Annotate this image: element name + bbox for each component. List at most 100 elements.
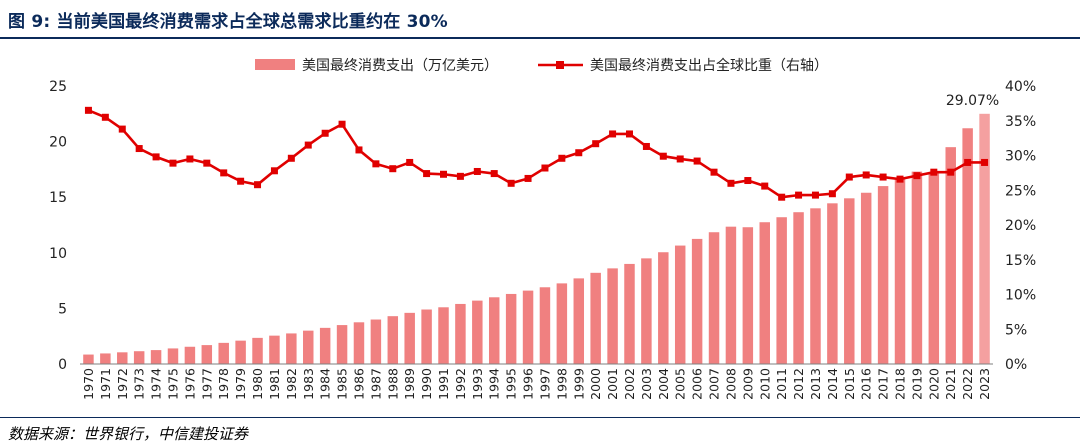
share-marker-2012 — [795, 191, 803, 199]
share-marker-1989 — [406, 158, 414, 166]
share-marker-2007 — [710, 168, 718, 176]
share-marker-1999 — [575, 149, 583, 157]
share-marker-2015 — [845, 173, 853, 181]
share-marker-1984 — [321, 129, 329, 137]
x-tick-label: 1987 — [368, 368, 383, 400]
bar-2019 — [911, 171, 923, 364]
x-tick-label: 2005 — [673, 368, 688, 400]
x-tick-label: 1997 — [537, 368, 552, 400]
share-marker-1974 — [152, 153, 160, 161]
y-right-tick-label: 20% — [1005, 218, 1036, 234]
share-marker-2010 — [761, 182, 769, 190]
x-tick-label: 2017 — [876, 368, 891, 400]
x-tick-label: 2018 — [893, 368, 908, 400]
y-right-tick-label: 15% — [1005, 253, 1036, 269]
share-marker-1992 — [456, 172, 464, 180]
x-axis: 1970 1971 1972 1973 1974 1975 1976 1977 1978 1979… — [80, 363, 993, 400]
bar-2012 — [793, 212, 804, 364]
bar-2023 — [979, 113, 990, 364]
legend-label-consumption: 美国最终消费支出（万亿美元） — [302, 58, 498, 74]
share-marker-1993 — [473, 167, 481, 175]
x-tick-label: 1976 — [182, 368, 197, 400]
share-marker-1987 — [372, 160, 380, 168]
x-tick-label: 1988 — [385, 368, 400, 400]
share-marker-1972 — [118, 125, 126, 133]
bar-2014 — [827, 203, 838, 364]
x-tick-label: 2010 — [757, 368, 772, 400]
x-tick-label: 1977 — [199, 368, 214, 400]
bar-2018 — [894, 178, 906, 364]
bar-1984 — [319, 327, 331, 364]
x-tick-label: 1993 — [470, 368, 485, 400]
last-value-annotation: 29.07% — [946, 93, 999, 109]
bar-2016 — [860, 192, 872, 364]
share-marker-1988 — [389, 165, 397, 173]
x-tick-label: 1978 — [216, 368, 231, 400]
bar-1973 — [133, 351, 145, 364]
x-tick-label: 2023 — [977, 368, 992, 400]
share-marker-1982 — [287, 154, 295, 162]
bar-2009 — [742, 227, 754, 364]
share-marker-1981 — [270, 167, 278, 175]
y-left-tick-label: 5 — [58, 301, 67, 317]
share-marker-1970 — [84, 106, 92, 114]
x-tick-label: 1971 — [98, 368, 113, 400]
bar-1999 — [573, 278, 585, 364]
x-tick-label: 1970 — [81, 368, 96, 400]
x-tick-label: 2007 — [707, 368, 722, 400]
y-axis-left: 0 5 10 15 20 25 — [49, 79, 67, 373]
x-tick-label: 2012 — [791, 368, 806, 400]
x-tick-label: 2000 — [588, 368, 603, 400]
y-left-tick-label: 15 — [49, 190, 67, 206]
share-marker-2017 — [879, 173, 887, 181]
x-tick-label: 1983 — [301, 368, 316, 400]
bar-1987 — [370, 319, 382, 364]
bar-2013 — [810, 208, 821, 364]
x-tick-label: 1995 — [504, 368, 519, 400]
chart: 美国最终消费支出（万亿美元） 美国最终消费支出占全球比重（右轴） 0 5 10 15 2… — [49, 57, 1036, 400]
x-tick-label: 1980 — [250, 368, 265, 400]
share-marker-2006 — [693, 157, 701, 165]
bar-2022 — [962, 128, 973, 364]
share-marker-1994 — [490, 170, 498, 178]
x-tick-label: 1996 — [521, 368, 536, 400]
x-tick-label: 1973 — [132, 368, 147, 400]
x-tick-label: 2003 — [639, 368, 654, 400]
share-marker-2008 — [727, 179, 735, 187]
bar-1991 — [438, 307, 449, 364]
x-tick-label: 2021 — [943, 368, 958, 400]
bar-1988 — [387, 316, 399, 364]
bar-2005 — [674, 245, 686, 364]
share-marker-1986 — [355, 146, 363, 154]
bar-1975 — [167, 348, 179, 364]
x-tick-label: 2002 — [622, 368, 637, 400]
legend-marker-share — [556, 61, 564, 69]
bar-2021 — [945, 147, 956, 364]
x-tick-label: 1994 — [487, 368, 502, 400]
x-tick-label: 1989 — [402, 368, 417, 400]
y-left-tick-label: 20 — [49, 135, 67, 151]
share-marker-2003 — [642, 142, 650, 150]
x-tick-label: 2006 — [690, 368, 705, 400]
y-right-tick-label: 35% — [1005, 114, 1036, 130]
share-marker-2019 — [913, 172, 921, 180]
bar-2015 — [844, 198, 855, 364]
share-marker-2021 — [947, 168, 955, 176]
y-left-tick-label: 10 — [49, 246, 67, 262]
share-marker-1977 — [203, 159, 211, 167]
bar-1970 — [83, 354, 94, 364]
bar-1978 — [218, 342, 229, 364]
x-tick-label: 1998 — [554, 368, 569, 400]
x-tick-label: 1974 — [149, 368, 164, 400]
share-marker-2022 — [964, 158, 972, 166]
x-tick-label: 2019 — [909, 368, 924, 400]
bar-1997 — [539, 287, 551, 364]
bar-2010 — [759, 222, 770, 364]
bar-1993 — [472, 300, 483, 364]
y-right-tick-label: 5% — [1005, 322, 1027, 338]
bar-1980 — [252, 337, 263, 364]
share-marker-2001 — [609, 130, 617, 138]
share-marker-2023 — [981, 158, 989, 166]
share-marker-2018 — [896, 175, 904, 183]
share-marker-1990 — [423, 170, 431, 178]
